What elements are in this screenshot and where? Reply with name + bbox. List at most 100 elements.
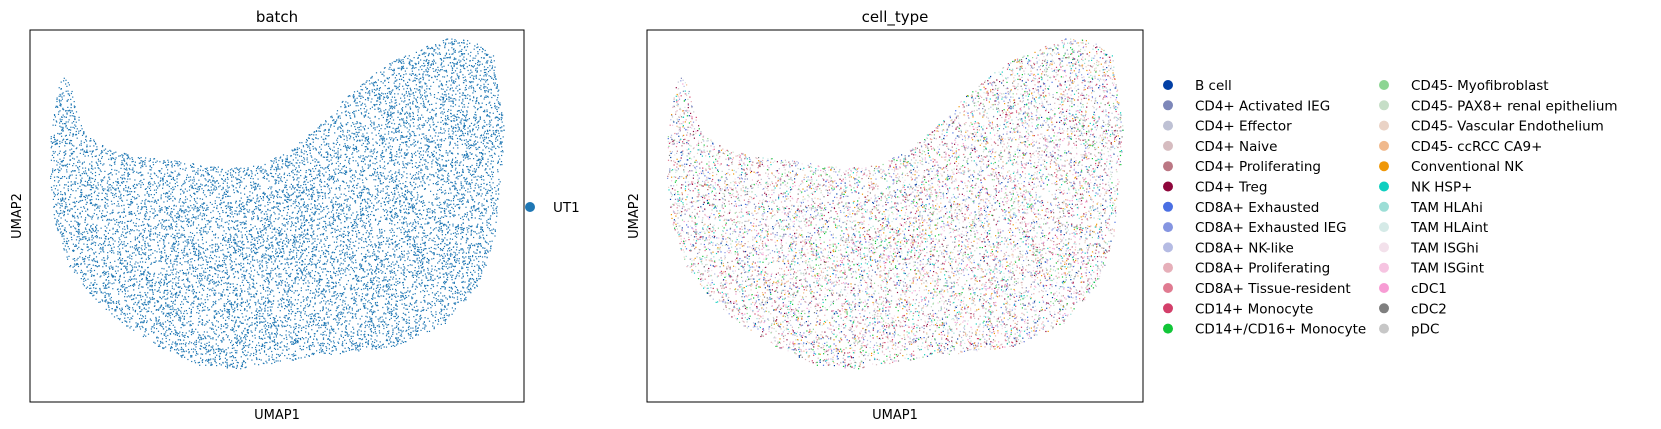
batch-point	[413, 133, 415, 135]
batch-point	[337, 168, 339, 170]
batch-point	[241, 276, 243, 278]
batch-point	[384, 93, 386, 95]
batch-point	[475, 136, 477, 138]
batch-point	[394, 327, 396, 329]
batch-point	[218, 312, 220, 314]
batch-point	[287, 295, 289, 297]
batch-point	[336, 119, 338, 121]
batch-point	[391, 293, 393, 295]
batch-point	[141, 182, 143, 184]
batch-point	[397, 61, 400, 63]
batch-point	[309, 134, 311, 136]
batch-point	[484, 53, 486, 55]
batch-point	[434, 269, 436, 271]
batch-point	[352, 241, 354, 243]
batch-point	[214, 189, 216, 191]
batch-point	[272, 207, 274, 209]
batch-point	[299, 267, 301, 269]
batch-point	[266, 173, 268, 175]
batch-point	[150, 228, 152, 230]
batch-point	[228, 241, 230, 243]
batch-point	[201, 257, 204, 259]
batch-point	[341, 330, 343, 333]
batch-point	[264, 342, 266, 344]
batch-point	[158, 205, 161, 207]
batch-point	[207, 170, 209, 172]
batch-point	[240, 269, 242, 271]
batch-point	[313, 131, 315, 133]
batch-point	[289, 175, 291, 177]
batch-point	[441, 234, 443, 236]
batch-point	[222, 188, 224, 190]
batch-point	[461, 187, 463, 189]
batch-point	[236, 352, 238, 354]
batch-point	[141, 249, 143, 251]
batch-point	[415, 199, 417, 201]
batch-point	[232, 304, 235, 306]
batch-point	[476, 226, 478, 228]
batch-point	[277, 265, 279, 267]
batch-point	[355, 240, 357, 242]
batch-point	[211, 183, 213, 185]
batch-point	[258, 310, 260, 312]
batch-point	[159, 232, 161, 234]
batch-point	[373, 85, 375, 87]
batch-point	[183, 250, 185, 252]
batch-point	[368, 189, 370, 191]
batch-point	[75, 244, 77, 246]
batch-point	[65, 197, 67, 199]
batch-point	[191, 264, 193, 266]
batch-point	[362, 276, 364, 278]
batch-point	[258, 342, 260, 344]
batch-point	[304, 313, 306, 315]
batch-point	[382, 343, 384, 345]
batch-point	[116, 229, 118, 231]
batch-point	[220, 202, 222, 204]
batch-point	[405, 197, 407, 199]
batch-point	[270, 270, 272, 272]
batch-point	[142, 237, 144, 239]
batch-point	[447, 64, 449, 66]
batch-point	[365, 205, 367, 207]
batch-point	[55, 106, 57, 108]
batch-point	[353, 328, 355, 330]
batch-point	[178, 316, 180, 318]
batch-point	[168, 281, 170, 283]
batch-point	[193, 246, 195, 248]
batch-point	[399, 196, 401, 198]
batch-point	[479, 243, 481, 245]
batch-point	[171, 245, 173, 247]
batch-point	[287, 285, 289, 287]
batch-point	[361, 237, 363, 239]
batch-point	[485, 104, 487, 106]
batch-point	[318, 224, 320, 226]
batch-point	[456, 61, 458, 63]
batch-point	[286, 262, 288, 264]
batch-point	[235, 187, 237, 189]
batch-point	[107, 150, 109, 152]
batch-point	[159, 324, 161, 326]
batch-point	[485, 264, 487, 266]
batch-point	[420, 196, 423, 198]
batch-point	[241, 362, 243, 364]
batch-point	[164, 260, 166, 262]
batch-point	[388, 283, 390, 285]
batch-point	[250, 296, 252, 298]
batch-point	[275, 161, 277, 163]
batch-point	[491, 156, 493, 158]
batch-point	[453, 174, 455, 176]
batch-point	[460, 224, 463, 226]
batch-point	[299, 262, 301, 264]
batch-point	[467, 238, 469, 240]
batch-point	[412, 174, 414, 177]
batch-point	[267, 322, 269, 324]
batch-point	[351, 343, 353, 345]
batch-point	[271, 362, 273, 365]
batch-point	[491, 142, 493, 145]
batch-point	[275, 273, 277, 275]
batch-point	[425, 52, 427, 54]
batch-point	[293, 149, 295, 151]
batch-point	[478, 208, 480, 210]
batch-point	[460, 184, 462, 186]
batch-point	[102, 248, 104, 250]
